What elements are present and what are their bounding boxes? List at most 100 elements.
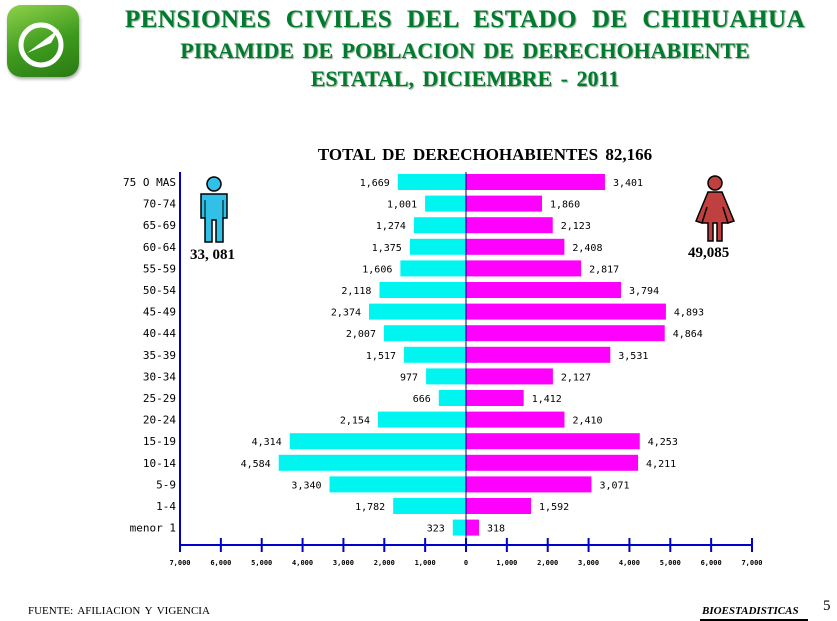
female-value-label: 2,817	[589, 264, 619, 275]
male-bar	[438, 390, 466, 406]
male-value-label: 1,274	[376, 221, 406, 232]
female-bar	[466, 238, 565, 255]
brand-label: BIOESTADISTICAS	[702, 605, 799, 617]
age-group-label: 35-39	[143, 349, 176, 362]
pensiones-logo-icon	[7, 5, 79, 77]
female-value-label: 3,531	[618, 351, 648, 362]
x-tick-label: 3,000	[333, 559, 354, 567]
male-value-label: 4,314	[252, 437, 282, 448]
female-bar	[466, 368, 553, 385]
male-bar	[329, 476, 466, 493]
x-tick-label: 1,000	[415, 559, 436, 567]
female-bar	[466, 433, 640, 450]
x-tick-label: 7,000	[169, 559, 190, 567]
x-tick-label: 1,000	[496, 559, 517, 567]
male-value-label: 1,606	[362, 264, 392, 275]
female-value-label: 2,410	[572, 416, 602, 427]
age-group-label: 45-49	[143, 306, 176, 319]
female-bar	[466, 519, 479, 536]
male-value-label: 323	[427, 524, 445, 535]
female-total-label: 49,085	[688, 245, 730, 261]
male-bar	[409, 238, 466, 255]
male-bar	[413, 217, 466, 234]
x-tick-label: 2,000	[537, 559, 558, 567]
female-bar	[466, 411, 565, 428]
female-bar	[466, 260, 582, 277]
age-group-label: 60-64	[143, 241, 176, 254]
x-tick-label: 2,000	[374, 559, 395, 567]
female-bar	[466, 325, 665, 342]
female-value-label: 4,253	[648, 437, 678, 448]
female-value-label: 1,592	[539, 502, 569, 513]
male-value-label: 2,118	[341, 286, 371, 297]
x-tick-label: 6,000	[210, 559, 231, 567]
age-group-label: 50-54	[143, 284, 176, 297]
male-value-label: 977	[400, 372, 418, 383]
male-value-label: 4,584	[241, 459, 271, 470]
age-group-label: menor 1	[130, 522, 176, 535]
female-value-label: 2,123	[561, 221, 591, 232]
male-value-label: 1,375	[372, 243, 402, 254]
male-total-label: 33, 081	[190, 247, 235, 263]
male-bar	[452, 519, 466, 536]
age-group-label: 25-29	[143, 392, 176, 405]
male-bar	[377, 411, 466, 428]
female-value-label: 2,127	[561, 372, 591, 383]
age-group-label: 20-24	[143, 414, 176, 427]
male-bar	[404, 346, 466, 363]
population-pyramid-chart: 75 O MAS 1,669 3,401 70-74 1,001 1,860 65-69 1,…	[123, 172, 763, 567]
male-bar	[383, 325, 466, 342]
male-value-label: 1,001	[387, 200, 417, 211]
male-bar	[289, 433, 466, 450]
male-bar	[393, 498, 466, 514]
x-tick-label: 3,000	[578, 559, 599, 567]
x-tick-label: 4,000	[619, 559, 640, 567]
age-group-label: 10-14	[143, 457, 176, 470]
x-tick-label: 5,000	[660, 559, 681, 567]
male-value-label: 2,154	[340, 416, 370, 427]
female-value-label: 4,211	[646, 459, 676, 470]
age-group-label: 65-69	[143, 219, 176, 232]
female-bar	[466, 195, 542, 212]
female-value-label: 2,408	[572, 243, 602, 254]
male-value-label: 2,007	[346, 329, 376, 340]
male-bar	[278, 454, 466, 471]
male-value-label: 1,669	[360, 178, 390, 189]
female-bar	[466, 390, 524, 406]
chart-title: TOTAL DE DERECHOHABIENTES 82,166	[317, 145, 653, 164]
female-bar	[466, 174, 605, 190]
male-bar	[400, 260, 466, 277]
page-number: 5	[823, 598, 831, 614]
woman-icon	[694, 175, 736, 242]
man-icon	[200, 176, 228, 243]
age-group-label: 75 O MAS	[123, 176, 176, 189]
female-bar	[466, 303, 666, 320]
x-tick-label: 4,000	[292, 559, 313, 567]
age-group-label: 40-44	[143, 327, 176, 340]
male-value-label: 1,782	[355, 502, 385, 513]
female-bar	[466, 454, 639, 471]
header-title-line2: PIRAMIDE DE POBLACION DE DERECHOHABIENTE	[180, 38, 750, 63]
male-bar	[379, 282, 466, 298]
male-value-label: 2,374	[331, 308, 361, 319]
male-value-label: 1,517	[366, 351, 396, 362]
female-bar	[466, 346, 611, 363]
female-value-label: 1,860	[550, 200, 580, 211]
age-group-label: 5-9	[156, 478, 176, 491]
male-value-label: 3,340	[291, 480, 321, 491]
x-tick-label: 6,000	[701, 559, 722, 567]
age-group-label: 55-59	[143, 262, 176, 275]
female-value-label: 3,071	[599, 480, 629, 491]
male-bar	[369, 303, 466, 320]
male-bar	[425, 195, 466, 212]
x-tick-label: 5,000	[251, 559, 272, 567]
age-group-label: 70-74	[143, 198, 176, 211]
male-bar	[397, 174, 466, 190]
female-bar	[466, 282, 622, 298]
x-tick-label: 7,000	[741, 559, 762, 567]
female-value-label: 1,412	[532, 394, 562, 405]
female-value-label: 318	[487, 524, 505, 535]
source-note: FUENTE: AFILIACION Y VIGENCIA	[28, 605, 210, 617]
female-value-label: 4,893	[674, 308, 704, 319]
female-value-label: 3,401	[613, 178, 643, 189]
